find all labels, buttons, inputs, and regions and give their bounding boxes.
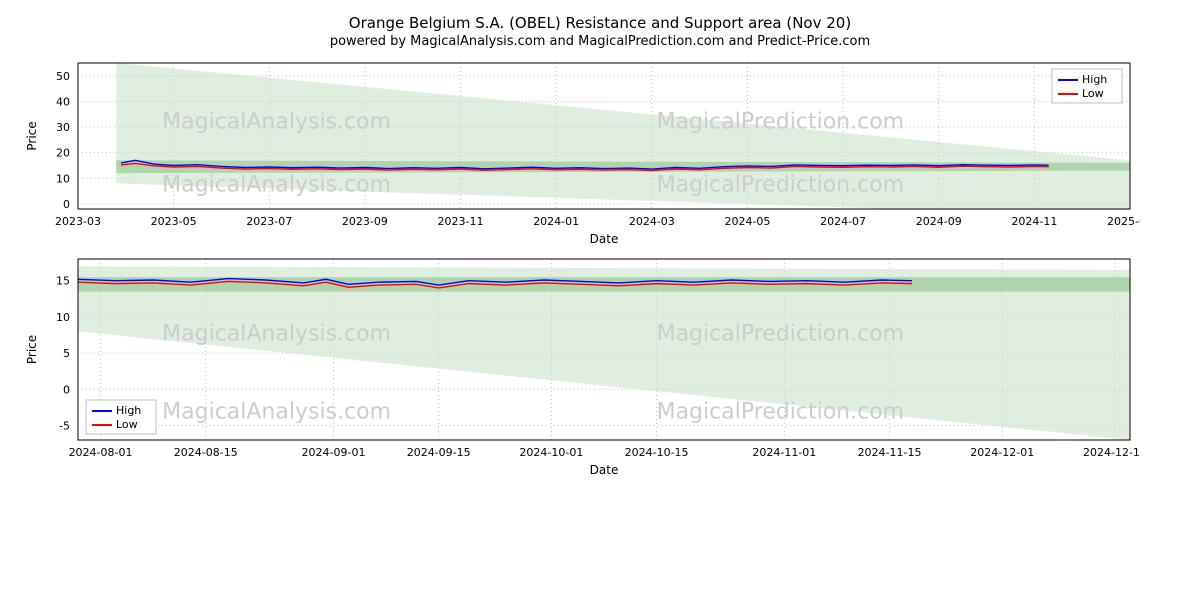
svg-text:2024-08-15: 2024-08-15 bbox=[174, 446, 238, 459]
svg-text:MagicalAnalysis.com: MagicalAnalysis.com bbox=[162, 172, 391, 197]
svg-text:MagicalAnalysis.com: MagicalAnalysis.com bbox=[162, 110, 391, 135]
chart-bottom-svg: MagicalAnalysis.com MagicalPrediction.com… bbox=[20, 253, 1140, 478]
svg-text:-5: -5 bbox=[59, 420, 70, 433]
svg-text:2023-05: 2023-05 bbox=[151, 215, 197, 228]
svg-text:0: 0 bbox=[63, 198, 70, 211]
chart-top-svg: MagicalAnalysis.com MagicalPrediction.com… bbox=[20, 57, 1140, 247]
svg-text:2023-09: 2023-09 bbox=[342, 215, 388, 228]
svg-text:MagicalPrediction.com: MagicalPrediction.com bbox=[657, 172, 905, 197]
svg-text:50: 50 bbox=[56, 70, 70, 83]
svg-text:Date: Date bbox=[590, 463, 619, 477]
svg-text:MagicalPrediction.com: MagicalPrediction.com bbox=[657, 110, 905, 135]
chart-subtitle: powered by MagicalAnalysis.com and Magic… bbox=[20, 34, 1180, 49]
svg-text:2024-10-15: 2024-10-15 bbox=[625, 446, 689, 459]
svg-text:MagicalAnalysis.com: MagicalAnalysis.com bbox=[162, 321, 391, 346]
svg-text:10: 10 bbox=[56, 311, 70, 324]
svg-text:Price: Price bbox=[25, 121, 39, 150]
svg-text:2024-10-01: 2024-10-01 bbox=[519, 446, 583, 459]
chart-bottom: MagicalAnalysis.com MagicalPrediction.com… bbox=[20, 253, 1180, 478]
svg-text:MagicalPrediction.com: MagicalPrediction.com bbox=[657, 321, 905, 346]
svg-text:15: 15 bbox=[56, 275, 70, 288]
svg-text:2024-11-01: 2024-11-01 bbox=[752, 446, 816, 459]
svg-text:0: 0 bbox=[63, 383, 70, 396]
svg-text:High: High bbox=[1082, 73, 1107, 86]
svg-text:Date: Date bbox=[590, 232, 619, 246]
svg-text:40: 40 bbox=[56, 95, 70, 108]
svg-text:Price: Price bbox=[25, 335, 39, 364]
svg-text:MagicalPrediction.com: MagicalPrediction.com bbox=[657, 399, 905, 424]
svg-text:2023-11: 2023-11 bbox=[438, 215, 484, 228]
svg-text:Low: Low bbox=[116, 418, 138, 431]
svg-text:2024-03: 2024-03 bbox=[629, 215, 675, 228]
svg-text:2024-09-01: 2024-09-01 bbox=[302, 446, 366, 459]
svg-text:2024-11-15: 2024-11-15 bbox=[858, 446, 922, 459]
svg-text:2024-12-15: 2024-12-15 bbox=[1083, 446, 1140, 459]
svg-text:2024-08-01: 2024-08-01 bbox=[69, 446, 133, 459]
svg-text:2024-07: 2024-07 bbox=[820, 215, 866, 228]
svg-text:30: 30 bbox=[56, 121, 70, 134]
svg-text:2024-12-01: 2024-12-01 bbox=[970, 446, 1034, 459]
svg-text:2024-09-15: 2024-09-15 bbox=[407, 446, 471, 459]
svg-text:5: 5 bbox=[63, 347, 70, 360]
svg-text:2024-09: 2024-09 bbox=[916, 215, 962, 228]
svg-text:MagicalAnalysis.com: MagicalAnalysis.com bbox=[162, 399, 391, 424]
svg-text:2023-07: 2023-07 bbox=[246, 215, 292, 228]
svg-text:2024-05: 2024-05 bbox=[724, 215, 770, 228]
svg-text:2025-01: 2025-01 bbox=[1107, 215, 1140, 228]
chart-title: Orange Belgium S.A. (OBEL) Resistance an… bbox=[20, 14, 1180, 32]
svg-text:20: 20 bbox=[56, 147, 70, 160]
svg-text:2024-01: 2024-01 bbox=[533, 215, 579, 228]
svg-text:2023-03: 2023-03 bbox=[55, 215, 101, 228]
chart-top: MagicalAnalysis.com MagicalPrediction.com… bbox=[20, 57, 1180, 247]
svg-text:2024-11: 2024-11 bbox=[1011, 215, 1057, 228]
svg-text:Low: Low bbox=[1082, 87, 1104, 100]
svg-text:High: High bbox=[116, 404, 141, 417]
svg-text:10: 10 bbox=[56, 172, 70, 185]
